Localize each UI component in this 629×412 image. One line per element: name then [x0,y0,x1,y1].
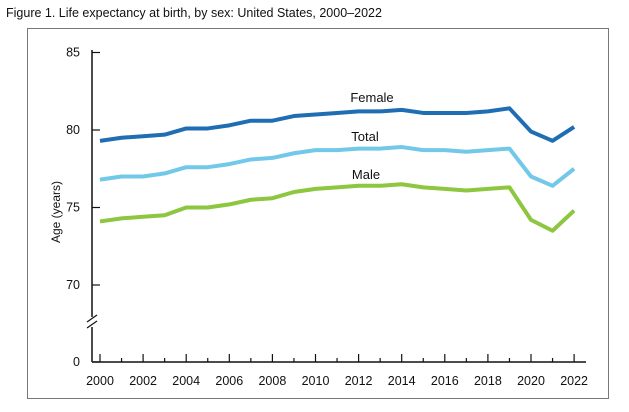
axis-break-mark [86,320,98,329]
series-label-total: Total [351,129,379,144]
chart-frame [27,28,609,399]
y-tick-label: 75 [66,201,80,215]
y-tick-label: 0 [73,355,80,369]
series-line-total [99,145,576,188]
series-label-male: Male [352,167,380,182]
series-line-female [99,106,576,143]
chart-title: Figure 1. Life expectancy at birth, by s… [6,6,382,20]
axis-break-mark [86,314,98,323]
y-tick-label: 85 [66,46,80,60]
x-tick-label: 2014 [388,374,416,388]
series-line-male [99,182,576,233]
x-tick-label: 2000 [86,374,114,388]
x-tick-label: 2006 [215,374,243,388]
x-tick-label: 2010 [302,374,330,388]
x-tick-label: 2022 [560,374,588,388]
x-tick-label: 2008 [258,374,286,388]
series-label-female: Female [350,90,393,105]
x-tick-label: 2018 [474,374,502,388]
x-tick-label: 2016 [431,374,459,388]
x-tick-label: 2020 [517,374,545,388]
y-tick-label: 80 [66,123,80,137]
x-tick-label: 2002 [129,374,157,388]
y-axis-label: Age (years) [49,181,63,243]
x-tick-label: 2004 [172,374,200,388]
x-tick-label: 2012 [345,374,373,388]
y-tick-label: 70 [66,278,80,292]
